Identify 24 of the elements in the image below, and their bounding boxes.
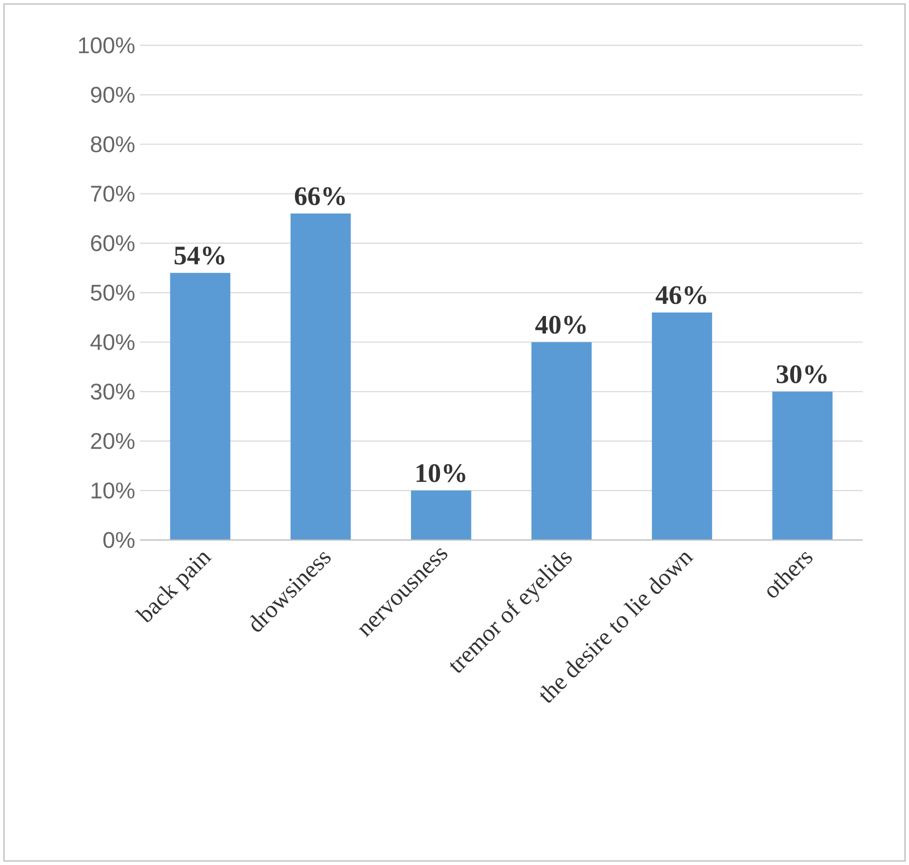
y-tick-label: 70%: [91, 186, 134, 202]
bar: [531, 342, 592, 540]
data-label: 10%: [416, 464, 466, 482]
y-tick-label: 80%: [90, 136, 134, 152]
data-label: 30%: [776, 365, 827, 384]
bar: [652, 312, 712, 540]
data-label: 54%: [174, 246, 224, 265]
data-label: 46%: [656, 286, 706, 304]
bar: [170, 272, 230, 540]
y-tick-label: 10%: [92, 482, 134, 499]
y-tick-label: 30%: [90, 384, 134, 400]
bar: [411, 490, 472, 540]
y-tick-label: 40%: [90, 334, 134, 350]
data-label: 40%: [535, 316, 586, 334]
y-tick-label: 0%: [103, 532, 134, 548]
y-tick-label: 100%: [79, 37, 134, 54]
y-tick-label: 50%: [90, 284, 134, 301]
y-tick-label: 60%: [91, 235, 134, 252]
bar: [290, 214, 351, 540]
x-tick-label: back pain: [134, 552, 212, 622]
bar: [772, 392, 833, 540]
y-tick-label: 20%: [91, 433, 134, 450]
data-label: 66%: [294, 187, 345, 206]
y-tick-label: 90%: [90, 86, 134, 103]
